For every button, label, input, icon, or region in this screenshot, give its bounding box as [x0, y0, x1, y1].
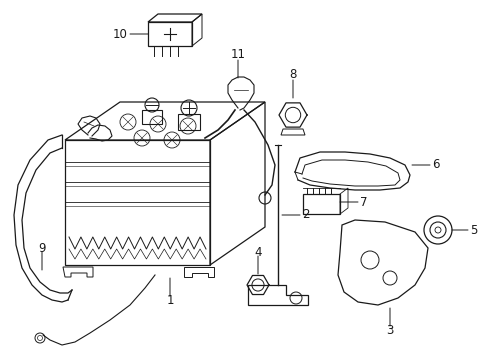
Text: 6: 6: [431, 158, 439, 171]
Text: 11: 11: [230, 49, 245, 62]
Text: 5: 5: [469, 224, 476, 237]
Text: 2: 2: [302, 208, 309, 221]
Text: 9: 9: [38, 242, 46, 255]
Text: 3: 3: [386, 324, 393, 337]
Text: 7: 7: [359, 195, 367, 208]
Text: 8: 8: [289, 68, 296, 81]
Text: 4: 4: [254, 246, 261, 258]
Text: 1: 1: [166, 293, 173, 306]
Text: 10: 10: [113, 27, 128, 40]
